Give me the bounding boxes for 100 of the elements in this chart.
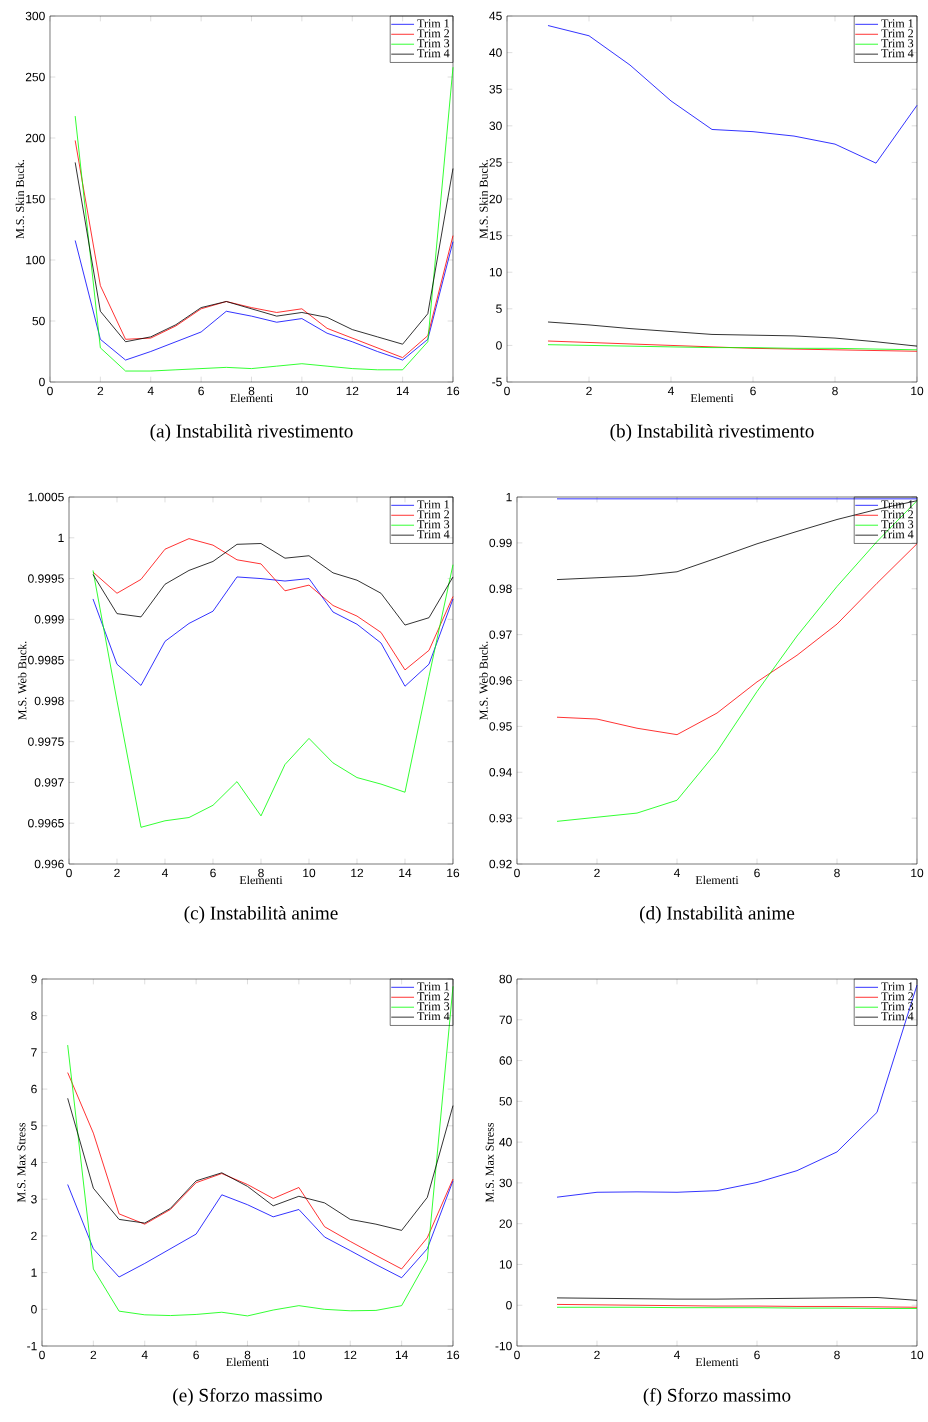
y-tick-label: 10 bbox=[499, 1260, 512, 1269]
x-axis-title: Elementi bbox=[695, 1357, 739, 1367]
y-tick-label: 250 bbox=[25, 72, 45, 82]
legend-label: Trim 1 bbox=[881, 500, 913, 509]
y-tick-label: 40 bbox=[499, 1137, 512, 1147]
line-series bbox=[67, 1072, 454, 1270]
x-tick-label: 8 bbox=[832, 386, 838, 396]
y-tick-label: 0 bbox=[496, 341, 502, 350]
y-tick-label: 0.93 bbox=[489, 813, 512, 823]
legend-label: Trim 4 bbox=[881, 49, 914, 58]
x-tick-label: 12 bbox=[346, 386, 359, 396]
legend-label: Trim 1 bbox=[417, 982, 449, 991]
legend-label: Trim 3 bbox=[417, 1002, 450, 1011]
y-axis-title: M.S. Max Stress bbox=[485, 1122, 494, 1203]
y-tick-label: 40 bbox=[489, 48, 502, 57]
text: (e) Sforzo massimo bbox=[173, 1388, 322, 1406]
x-tick-label: 10 bbox=[303, 868, 316, 878]
x-tick-label: 10 bbox=[911, 1350, 924, 1360]
y-tick-label: 1 bbox=[506, 492, 512, 502]
x-tick-label: 0 bbox=[514, 868, 520, 878]
y-tick-label: 0.998 bbox=[34, 696, 64, 706]
line-series bbox=[92, 538, 454, 671]
x-tick-label: 6 bbox=[210, 868, 216, 878]
y-tick-label: 20 bbox=[489, 194, 502, 204]
y-tick-label: 9 bbox=[31, 974, 37, 984]
legend-label: Trim 2 bbox=[881, 992, 913, 1001]
y-tick-label: -1 bbox=[27, 1341, 37, 1351]
y-tick-label: 80 bbox=[499, 974, 512, 984]
x-axis-title: Elementi bbox=[690, 393, 734, 403]
x-tick-label: 6 bbox=[754, 1350, 760, 1360]
y-tick-label: 7 bbox=[31, 1048, 37, 1057]
y-tick-label: 0.99 bbox=[489, 538, 512, 548]
legend-label: Trim 4 bbox=[417, 1012, 450, 1021]
y-tick-label: 0.9985 bbox=[28, 655, 64, 665]
y-axis-title: M.S. Skin Buck. bbox=[479, 159, 488, 239]
legend-label: Trim 2 bbox=[881, 510, 913, 519]
y-tick-label: 0 bbox=[31, 1305, 37, 1314]
y-tick-label: 60 bbox=[499, 1056, 512, 1065]
x-tick-label: 0 bbox=[514, 1350, 520, 1360]
x-tick-label: 2 bbox=[586, 386, 592, 396]
x-tick-label: 14 bbox=[396, 386, 409, 395]
y-tick-label: 10 bbox=[489, 267, 502, 277]
x-tick-label: 8 bbox=[834, 868, 840, 878]
y-tick-label: 20 bbox=[499, 1219, 512, 1228]
x-tick-label: 4 bbox=[667, 386, 674, 395]
x-tick-label: 16 bbox=[447, 1350, 460, 1360]
x-tick-label: 10 bbox=[911, 386, 924, 396]
x-tick-label: 10 bbox=[296, 386, 309, 396]
legend-label: Trim 2 bbox=[417, 29, 449, 38]
y-tick-label: -10 bbox=[495, 1341, 512, 1351]
x-tick-label: 10 bbox=[911, 868, 924, 878]
y-tick-label: 5 bbox=[496, 304, 502, 314]
x-tick-label: 12 bbox=[351, 868, 364, 878]
x-tick-label: 2 bbox=[90, 1350, 97, 1360]
y-tick-label: 6 bbox=[31, 1084, 37, 1094]
legend-label: Trim 3 bbox=[417, 39, 450, 48]
y-tick-label: 0.96 bbox=[489, 676, 512, 685]
x-tick-label: 0 bbox=[66, 868, 72, 878]
x-tick-label: 6 bbox=[750, 386, 756, 396]
y-tick-label: 300 bbox=[25, 11, 45, 21]
y-tick-label: 0.98 bbox=[489, 584, 512, 594]
line-series bbox=[92, 564, 454, 828]
y-tick-label: 1.0005 bbox=[28, 492, 64, 502]
y-axis-title: M.S. Web Buck. bbox=[479, 641, 488, 720]
x-tick-label: 4 bbox=[147, 386, 154, 395]
x-axis-title: Elementi bbox=[695, 875, 739, 885]
y-tick-label: 4 bbox=[30, 1158, 37, 1167]
x-tick-label: 4 bbox=[673, 1350, 680, 1359]
y-tick-label: 15 bbox=[489, 231, 502, 240]
legend-label: Trim 3 bbox=[881, 39, 914, 48]
y-tick-label: 35 bbox=[489, 84, 502, 94]
y-axis-title: M.S. Max Stress bbox=[17, 1122, 26, 1203]
y-tick-label: 1 bbox=[31, 1268, 37, 1277]
x-tick-label: 2 bbox=[594, 1350, 600, 1360]
x-tick-label: 2 bbox=[97, 386, 104, 396]
y-axis-title: M.S. Skin Buck. bbox=[15, 159, 25, 239]
legend-label: Trim 1 bbox=[881, 19, 913, 28]
x-tick-label: 4 bbox=[161, 868, 168, 877]
y-tick-label: 100 bbox=[26, 255, 45, 265]
x-tick-label: 6 bbox=[193, 1350, 199, 1360]
legend-label: Trim 4 bbox=[417, 530, 450, 539]
y-tick-label: 0.94 bbox=[489, 768, 512, 777]
legend-label: Trim 2 bbox=[417, 992, 449, 1001]
y-tick-label: 0.996 bbox=[34, 859, 64, 869]
x-tick-label: 10 bbox=[293, 1350, 306, 1360]
x-tick-label: 12 bbox=[344, 1350, 357, 1360]
y-tick-label: 150 bbox=[26, 194, 45, 204]
text: (d) Instabilità anime bbox=[639, 906, 795, 924]
y-tick-label: 30 bbox=[499, 1178, 512, 1188]
y-tick-label: 0.999 bbox=[34, 615, 64, 624]
legend-label: Trim 3 bbox=[881, 1002, 914, 1011]
y-tick-label: 0.9995 bbox=[28, 574, 64, 583]
line-series bbox=[556, 500, 918, 822]
legend-label: Trim 2 bbox=[881, 29, 913, 38]
text: (b) Instabilità rivestimento bbox=[610, 424, 814, 442]
text: (a) Instabilità rivestimento bbox=[150, 424, 353, 442]
x-tick-label: 4 bbox=[141, 1350, 148, 1359]
y-tick-label: 30 bbox=[489, 121, 502, 131]
y-tick-label: 0.97 bbox=[489, 630, 512, 639]
legend-label: Trim 3 bbox=[417, 520, 450, 529]
